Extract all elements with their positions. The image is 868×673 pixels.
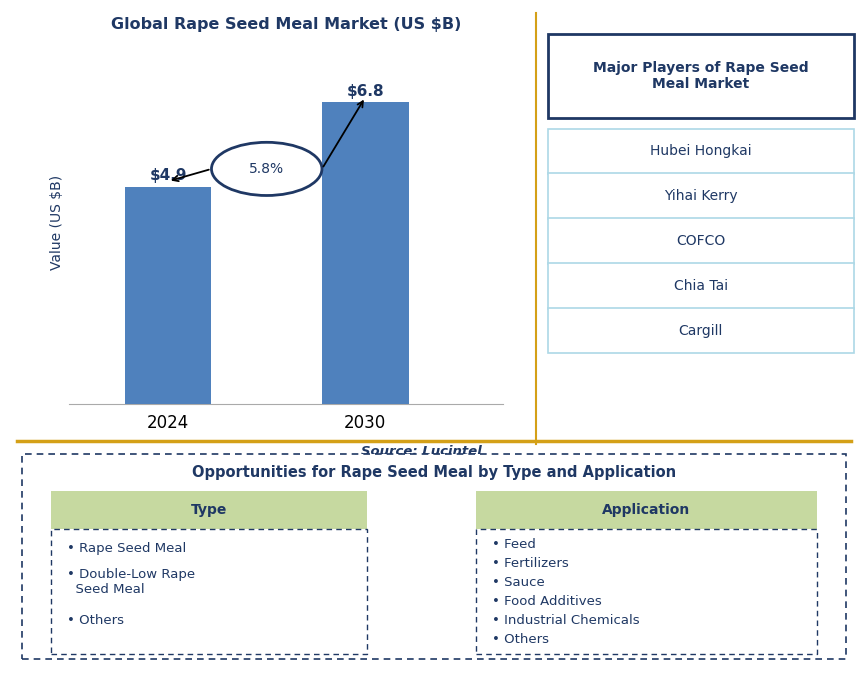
FancyBboxPatch shape <box>50 530 367 654</box>
FancyBboxPatch shape <box>549 129 853 174</box>
Title: Global Rape Seed Meal Market (US $B): Global Rape Seed Meal Market (US $B) <box>111 17 462 32</box>
FancyBboxPatch shape <box>549 34 853 118</box>
Ellipse shape <box>212 142 322 195</box>
Text: Major Players of Rape Seed
Meal Market: Major Players of Rape Seed Meal Market <box>593 61 809 91</box>
Y-axis label: Value (US $B): Value (US $B) <box>49 174 64 270</box>
FancyBboxPatch shape <box>476 491 818 530</box>
Text: Cargill: Cargill <box>679 324 723 338</box>
Text: $6.8: $6.8 <box>346 84 385 99</box>
Text: • Feed: • Feed <box>492 538 536 551</box>
Text: • Food Additives: • Food Additives <box>492 595 602 608</box>
Text: • Industrial Chemicals: • Industrial Chemicals <box>492 614 640 627</box>
Text: Source: Lucintel: Source: Lucintel <box>361 446 482 458</box>
Text: 5.8%: 5.8% <box>249 162 285 176</box>
FancyBboxPatch shape <box>549 218 853 264</box>
Text: • Others: • Others <box>492 633 549 646</box>
Text: $4.9: $4.9 <box>149 168 187 183</box>
Text: • Rape Seed Meal: • Rape Seed Meal <box>68 542 187 555</box>
FancyBboxPatch shape <box>549 308 853 353</box>
Text: Yihai Kerry: Yihai Kerry <box>664 189 738 203</box>
FancyBboxPatch shape <box>50 491 367 530</box>
FancyBboxPatch shape <box>549 263 853 309</box>
FancyBboxPatch shape <box>476 530 818 654</box>
Text: Application: Application <box>602 503 691 518</box>
Text: • Others: • Others <box>68 614 124 627</box>
Text: • Double-Low Rape
  Seed Meal: • Double-Low Rape Seed Meal <box>68 568 195 596</box>
Text: Chia Tai: Chia Tai <box>674 279 728 293</box>
Text: COFCO: COFCO <box>676 234 726 248</box>
Text: Opportunities for Rape Seed Meal by Type and Application: Opportunities for Rape Seed Meal by Type… <box>192 464 676 480</box>
Text: Type: Type <box>191 503 227 518</box>
Bar <box>322 102 409 404</box>
FancyBboxPatch shape <box>22 454 846 659</box>
Text: • Sauce: • Sauce <box>492 576 545 589</box>
FancyBboxPatch shape <box>549 174 853 219</box>
Text: Hubei Hongkai: Hubei Hongkai <box>650 144 752 158</box>
Bar <box>125 186 212 404</box>
Text: • Fertilizers: • Fertilizers <box>492 557 569 570</box>
